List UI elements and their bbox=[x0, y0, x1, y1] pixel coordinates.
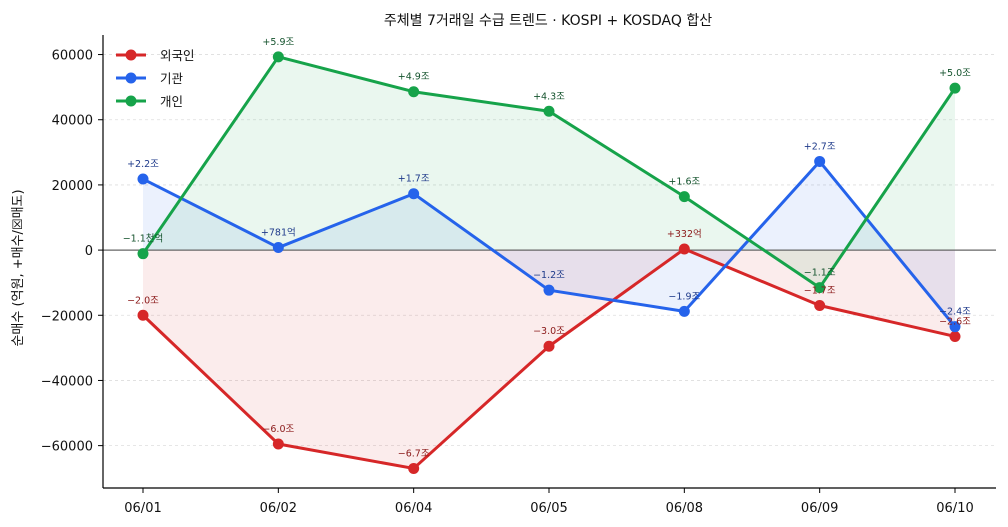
y-axis-label: 순매수 (억원, +매수/☒매도) bbox=[11, 189, 26, 346]
data-point bbox=[137, 309, 149, 321]
data-point bbox=[543, 284, 555, 296]
data-point bbox=[272, 242, 284, 254]
x-tick-label: 06/10 bbox=[936, 501, 973, 516]
grid-lines bbox=[103, 54, 996, 447]
data-label: +1.7조 bbox=[398, 174, 430, 185]
data-point bbox=[949, 321, 961, 333]
data-label: +2.7조 bbox=[804, 141, 836, 152]
data-label: −2.4조 bbox=[939, 307, 971, 318]
series-area-개인 bbox=[143, 56, 955, 288]
y-tick-label: −20000 bbox=[41, 309, 93, 324]
x-tick-label: 06/05 bbox=[530, 501, 567, 516]
legend-label: 기관 bbox=[160, 71, 184, 86]
y-tick-label: 0 bbox=[85, 244, 93, 259]
data-label: +332억 bbox=[667, 228, 702, 240]
data-label: +5.9조 bbox=[262, 37, 294, 48]
data-point bbox=[272, 51, 284, 63]
data-label: −1.9조 bbox=[668, 291, 700, 302]
series-area-외국인 bbox=[143, 249, 955, 469]
x-tick-label: 06/02 bbox=[260, 501, 297, 516]
data-point bbox=[543, 105, 555, 117]
y-tick-label: 60000 bbox=[52, 49, 93, 64]
chart-title: 주체별 7거래일 수급 트렌드 · KOSPI + KOSDAQ 합산 bbox=[384, 13, 712, 29]
data-label: −3.0조 bbox=[533, 326, 565, 337]
data-label: +4.3조 bbox=[533, 91, 565, 102]
series-area-기관 bbox=[143, 161, 955, 327]
data-label: −1.7조 bbox=[804, 285, 836, 296]
data-point bbox=[408, 462, 420, 474]
data-point bbox=[137, 173, 149, 185]
data-point bbox=[543, 340, 555, 352]
y-tick-label: −40000 bbox=[41, 374, 93, 389]
area-fills bbox=[143, 56, 955, 469]
data-point bbox=[814, 282, 826, 294]
data-point bbox=[814, 299, 826, 311]
axes: −60000 −40000 −20000 0 20000 40000 60000 06/01 0… bbox=[41, 35, 996, 516]
data-label: −2.0조 bbox=[127, 295, 159, 306]
data-labels: −2.0조 −6.0조 −6.7조 −3.0조 +332억 −1.7조 −2.6조 +2.2조… bbox=[123, 37, 971, 460]
y-tick-label: −60000 bbox=[41, 440, 93, 455]
data-point bbox=[408, 86, 420, 98]
data-point bbox=[678, 243, 690, 255]
data-point bbox=[678, 305, 690, 317]
data-label: −6.0조 bbox=[262, 424, 294, 435]
data-point bbox=[272, 438, 284, 450]
data-label: −1.1천억 bbox=[123, 233, 164, 245]
data-point bbox=[949, 330, 961, 342]
x-tick-label: 06/09 bbox=[801, 501, 838, 516]
legend-marker bbox=[125, 95, 137, 107]
data-point bbox=[408, 188, 420, 200]
y-tick-label: 40000 bbox=[52, 114, 93, 129]
y-tick-label: 20000 bbox=[52, 179, 93, 194]
legend-marker bbox=[125, 49, 137, 61]
legend-label: 개인 bbox=[160, 94, 183, 109]
x-tick-label: 06/01 bbox=[124, 501, 161, 516]
data-point bbox=[137, 248, 149, 260]
data-points bbox=[137, 51, 961, 474]
data-point bbox=[678, 191, 690, 203]
data-label: −1.2조 bbox=[533, 270, 565, 281]
x-tick-label: 06/08 bbox=[666, 501, 703, 516]
data-point bbox=[814, 155, 826, 167]
legend-label: 외국인 bbox=[160, 48, 195, 63]
data-point bbox=[949, 82, 961, 94]
legend-marker bbox=[125, 72, 137, 84]
data-label: −2.6조 bbox=[939, 316, 971, 327]
data-label: +5.0조 bbox=[939, 68, 971, 79]
data-label: −1.1조 bbox=[804, 268, 836, 279]
data-label: −6.7조 bbox=[398, 448, 430, 459]
data-label: +4.9조 bbox=[398, 72, 430, 83]
data-label: +781억 bbox=[261, 227, 296, 239]
x-tick-label: 06/04 bbox=[395, 501, 432, 516]
data-label: +1.6조 bbox=[668, 177, 700, 188]
data-label: +2.2조 bbox=[127, 159, 159, 170]
